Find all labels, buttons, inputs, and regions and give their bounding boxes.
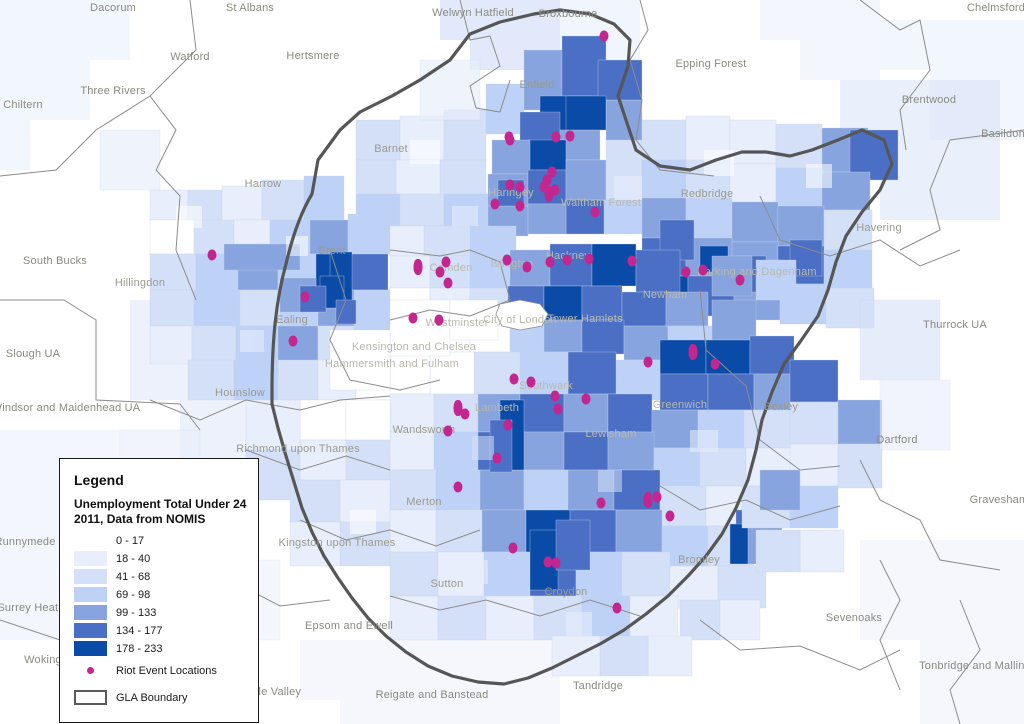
gla-boundary xyxy=(270,8,894,686)
riot-event-marker[interactable] xyxy=(584,253,594,265)
boundary-box-icon xyxy=(74,690,107,706)
riot-event-marker[interactable] xyxy=(543,556,553,568)
riot-event-marker[interactable] xyxy=(551,131,561,143)
riot-event-marker[interactable] xyxy=(453,400,463,416)
riot-event-marker[interactable] xyxy=(698,264,708,276)
riot-event-marker[interactable] xyxy=(681,266,691,278)
riot-event-marker[interactable] xyxy=(612,602,622,614)
riot-event-marker[interactable] xyxy=(288,335,298,347)
riot-event-marker[interactable] xyxy=(443,425,453,437)
riot-event-marker[interactable] xyxy=(515,200,525,212)
riot-event-marker[interactable] xyxy=(544,186,554,202)
riot-event-marker[interactable] xyxy=(453,481,463,493)
riot-event-marker[interactable] xyxy=(508,542,518,554)
legend-class-row: 134 - 177 xyxy=(60,622,258,640)
legend-riot-label: Riot Event Locations xyxy=(116,664,217,677)
legend-subtitle: Unemployment Total Under 24 2011, Data f… xyxy=(60,497,258,532)
legend-panel[interactable]: Legend Unemployment Total Under 24 2011,… xyxy=(59,458,259,723)
legend-swatch xyxy=(74,623,107,639)
riot-event-marker[interactable] xyxy=(627,255,637,267)
legend-swatch xyxy=(74,605,107,621)
legend-class-row: 18 - 40 xyxy=(60,550,258,568)
riot-event-marker[interactable] xyxy=(652,491,662,503)
riot-event-marker[interactable] xyxy=(550,184,560,196)
legend-subtitle-line1: Unemployment Total Under 24 xyxy=(74,497,247,511)
riot-event-marker[interactable] xyxy=(441,256,451,268)
legend-class-label: 69 - 98 xyxy=(116,588,151,601)
riot-event-marker[interactable] xyxy=(547,166,557,178)
riot-event-marker[interactable] xyxy=(515,181,525,193)
riot-event-marker[interactable] xyxy=(490,198,500,210)
legend-subtitle-line2: 2011, Data from NOMIS xyxy=(74,512,206,527)
legend-class-row: 69 - 98 xyxy=(60,586,258,604)
riot-event-marker[interactable] xyxy=(443,277,453,289)
riot-event-marker[interactable] xyxy=(505,179,515,191)
riot-event-marker[interactable] xyxy=(550,390,560,402)
riot-event-marker[interactable] xyxy=(408,312,418,324)
riot-event-marker[interactable] xyxy=(545,256,555,268)
riot-dot-icon xyxy=(74,667,107,675)
riot-event-marker[interactable] xyxy=(553,403,563,415)
legend-swatch xyxy=(74,533,107,549)
riot-event-marker[interactable] xyxy=(413,259,423,275)
legend-class-row: 99 - 133 xyxy=(60,604,258,622)
riot-event-marker[interactable] xyxy=(581,393,591,405)
legend-swatch xyxy=(74,641,107,657)
riot-event-marker[interactable] xyxy=(643,492,653,508)
riot-event-marker[interactable] xyxy=(665,510,675,522)
riot-event-marker[interactable] xyxy=(735,274,745,286)
riot-event-marker[interactable] xyxy=(300,291,310,303)
legend-class-label: 41 - 68 xyxy=(116,570,151,583)
legend-class-label: 0 - 17 xyxy=(116,534,145,547)
riot-event-marker[interactable] xyxy=(522,261,532,273)
riot-event-marker[interactable] xyxy=(590,206,600,218)
legend-class-label: 178 - 233 xyxy=(116,642,163,655)
riot-event-marker[interactable] xyxy=(688,344,698,360)
city-of-london-fill xyxy=(495,299,549,331)
legend-item-riot-events: Riot Event Locations xyxy=(60,658,258,684)
riot-event-marker[interactable] xyxy=(562,254,572,266)
riot-event-marker[interactable] xyxy=(710,358,720,370)
legend-class-row: 0 - 17 xyxy=(60,532,258,550)
riot-event-marker[interactable] xyxy=(596,497,606,509)
riot-event-marker[interactable] xyxy=(643,356,653,368)
legend-class-row: 178 - 233 xyxy=(60,640,258,658)
legend-item-gla-boundary: GLA Boundary xyxy=(60,684,258,712)
legend-boundary-label: GLA Boundary xyxy=(116,691,188,704)
legend-swatch xyxy=(74,587,107,603)
ward-edge-noise xyxy=(176,140,832,636)
riot-event-marker[interactable] xyxy=(526,376,536,388)
legend-title: Legend xyxy=(74,472,124,488)
riot-event-marker[interactable] xyxy=(492,452,502,464)
riot-event-marker[interactable] xyxy=(435,266,445,278)
legend-class-row: 41 - 68 xyxy=(60,568,258,586)
riot-event-marker[interactable] xyxy=(542,174,552,186)
legend-class-label: 99 - 133 xyxy=(116,606,157,619)
riot-event-marker[interactable] xyxy=(460,408,470,420)
legend-swatch xyxy=(74,569,107,585)
legend-swatch xyxy=(74,551,107,567)
riot-event-marker[interactable] xyxy=(434,314,444,326)
riot-event-marker[interactable] xyxy=(565,130,575,142)
legend-class-label: 18 - 40 xyxy=(116,552,151,565)
legend-class-label: 134 - 177 xyxy=(116,624,163,637)
riot-event-marker[interactable] xyxy=(207,249,217,261)
legend-class-list: 0 - 17 18 - 40 41 - 68 69 - 98 99 - 133 134 -… xyxy=(60,532,258,658)
riot-event-marker[interactable] xyxy=(503,419,513,431)
riot-event-marker[interactable] xyxy=(599,30,609,42)
riot-event-marker[interactable] xyxy=(551,557,561,569)
riot-event-marker[interactable] xyxy=(509,373,519,385)
riot-event-marker[interactable] xyxy=(502,254,512,266)
riot-event-marker[interactable] xyxy=(539,181,549,193)
riot-event-marker[interactable] xyxy=(504,131,514,143)
